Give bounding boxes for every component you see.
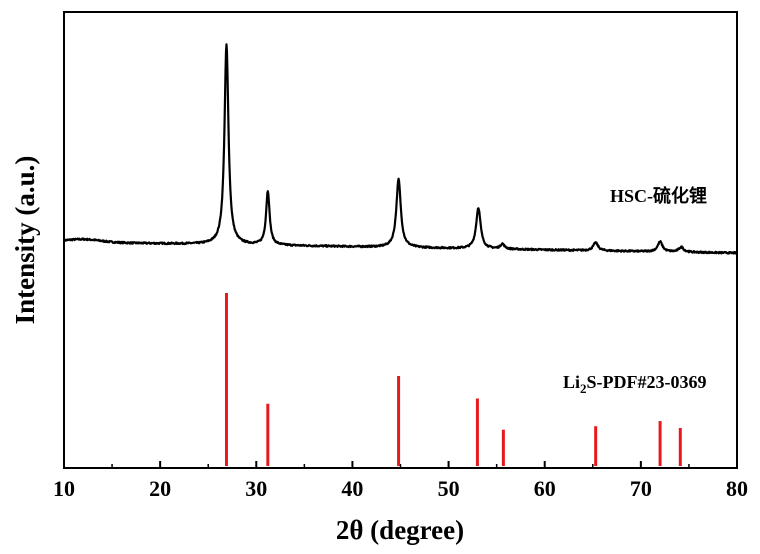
x-tick-label: 80 — [726, 476, 748, 501]
reference-series-label: Li2S-PDF#23-0369 — [563, 372, 707, 396]
measured-pattern-line — [62, 43, 738, 255]
x-tick-label: 60 — [534, 476, 556, 501]
x-axis-ticks: 10 20 30 40 50 60 70 80 — [53, 461, 748, 501]
x-tick-label: 20 — [149, 476, 171, 501]
x-tick-label: 70 — [630, 476, 652, 501]
x-tick-label: 30 — [245, 476, 267, 501]
measured-series-label: HSC-硫化锂 — [610, 185, 707, 206]
y-axis-title: Intensity (a.u.) — [10, 156, 40, 325]
x-tick-label: 10 — [53, 476, 75, 501]
x-axis-title: 2θ (degree) — [336, 515, 464, 545]
x-tick-label: 40 — [341, 476, 363, 501]
plot-frame — [63, 11, 738, 469]
reference-pattern — [224, 293, 682, 466]
x-tick-label: 50 — [438, 476, 460, 501]
